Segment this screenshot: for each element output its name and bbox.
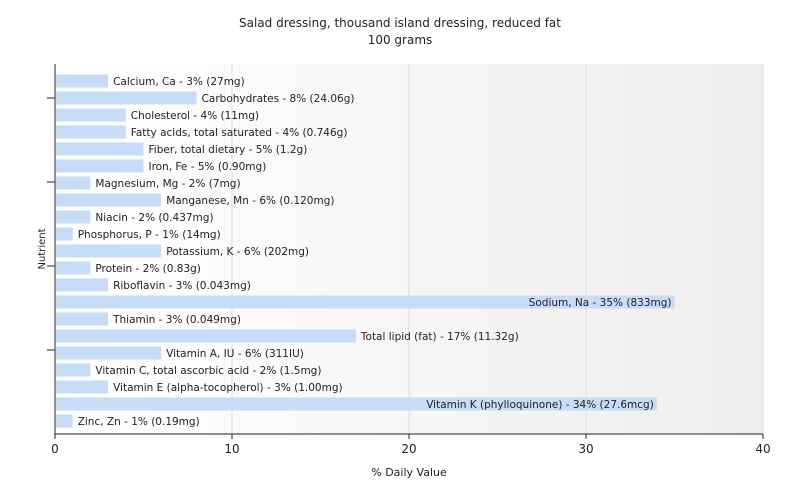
bar (56, 142, 144, 156)
bars (56, 74, 675, 428)
bar (56, 414, 73, 428)
bar (56, 159, 144, 173)
bar-label: Calcium, Ca - 3% (27mg) (113, 76, 245, 88)
bar (56, 278, 109, 292)
bar-label: Cholesterol - 4% (11mg) (131, 110, 259, 122)
bar (56, 380, 109, 394)
bar (56, 74, 109, 88)
bar (56, 108, 126, 122)
bar-label: Thiamin - 3% (0.049mg) (112, 314, 241, 326)
x-tick-label: 40 (755, 442, 770, 456)
bar (56, 244, 162, 258)
bar (56, 363, 91, 377)
x-tick-label: 30 (578, 442, 593, 456)
bar-label: Vitamin A, IU - 6% (311IU) (166, 348, 304, 360)
bar-label: Magnesium, Mg - 2% (7mg) (95, 178, 240, 190)
bar-labels: Calcium, Ca - 3% (27mg) Carbohydrates - 8… (78, 76, 672, 428)
bar-label: Carbohydrates - 8% (24.06g) (202, 93, 355, 105)
bar-label: Fiber, total dietary - 5% (1.2g) (149, 144, 308, 156)
bar (56, 210, 91, 224)
bar (56, 176, 91, 190)
bar-label: Sodium, Na - 35% (833mg) (529, 297, 672, 309)
bar-label: Phosphorus, P - 1% (14mg) (78, 229, 221, 241)
bar (56, 346, 162, 360)
bar-label: Potassium, K - 6% (202mg) (166, 246, 309, 258)
bar (56, 329, 356, 343)
bar (56, 312, 109, 326)
bar (56, 261, 91, 275)
chart-title: Salad dressing, thousand island dressing… (239, 16, 561, 30)
bar (56, 295, 675, 309)
bar-label: Fatty acids, total saturated - 4% (0.746… (131, 127, 348, 139)
axes: 0 10 20 30 40 (47, 64, 771, 456)
bar-label: Vitamin K (phylloquinone) - 34% (27.6mcg… (426, 399, 654, 411)
x-tick-label: 20 (401, 442, 416, 456)
y-axis-label: Nutrient (37, 228, 48, 269)
bar (56, 397, 657, 411)
bar (56, 125, 126, 139)
bar-label: Vitamin C, total ascorbic acid - 2% (1.5… (95, 365, 321, 377)
bar-label: Riboflavin - 3% (0.043mg) (113, 280, 251, 292)
bar (56, 193, 162, 207)
chart-subtitle: 100 grams (368, 33, 433, 47)
x-axis-label: % Daily Value (371, 466, 447, 479)
bar-label: Protein - 2% (0.83g) (95, 263, 201, 275)
bar-label: Niacin - 2% (0.437mg) (95, 212, 213, 224)
x-tick-label: 10 (224, 442, 239, 456)
bar-label: Manganese, Mn - 6% (0.120mg) (166, 195, 334, 207)
bar (56, 91, 197, 105)
bar-label: Vitamin E (alpha-tocopherol) - 3% (1.00m… (113, 382, 343, 394)
bar-label: Iron, Fe - 5% (0.90mg) (149, 161, 267, 173)
grid-lines (231, 64, 764, 434)
bar-label: Zinc, Zn - 1% (0.19mg) (78, 416, 200, 428)
bar-label: Total lipid (fat) - 17% (11.32g) (360, 331, 519, 343)
x-tick-label: 0 (51, 442, 59, 456)
bar (56, 227, 73, 241)
